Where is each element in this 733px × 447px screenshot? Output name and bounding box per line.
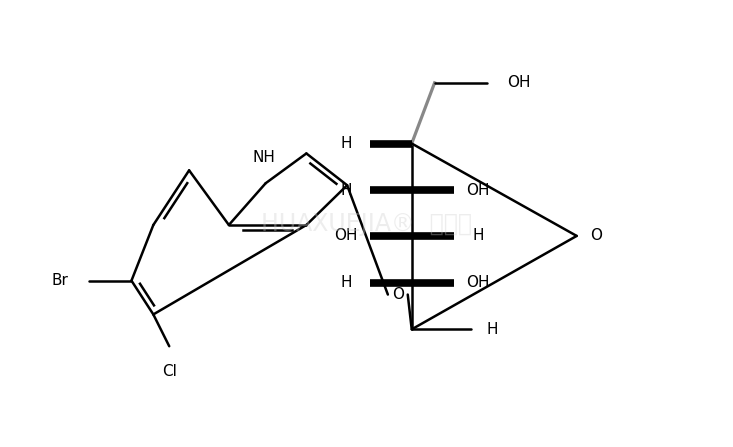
Text: H: H [341,136,352,151]
Text: HUAXUEJIA®  化学加: HUAXUEJIA® 化学加 [261,211,472,236]
Text: H: H [472,228,484,244]
Text: H: H [341,183,352,198]
Text: Br: Br [52,273,69,288]
Text: H: H [341,275,352,290]
Text: Cl: Cl [162,364,177,379]
Text: OH: OH [507,76,531,90]
Text: OH: OH [466,183,490,198]
Text: OH: OH [334,228,358,244]
Text: H: H [486,322,498,337]
Text: O: O [392,287,404,302]
Text: OH: OH [466,275,490,290]
Text: NH: NH [252,150,275,165]
Text: O: O [591,228,603,244]
